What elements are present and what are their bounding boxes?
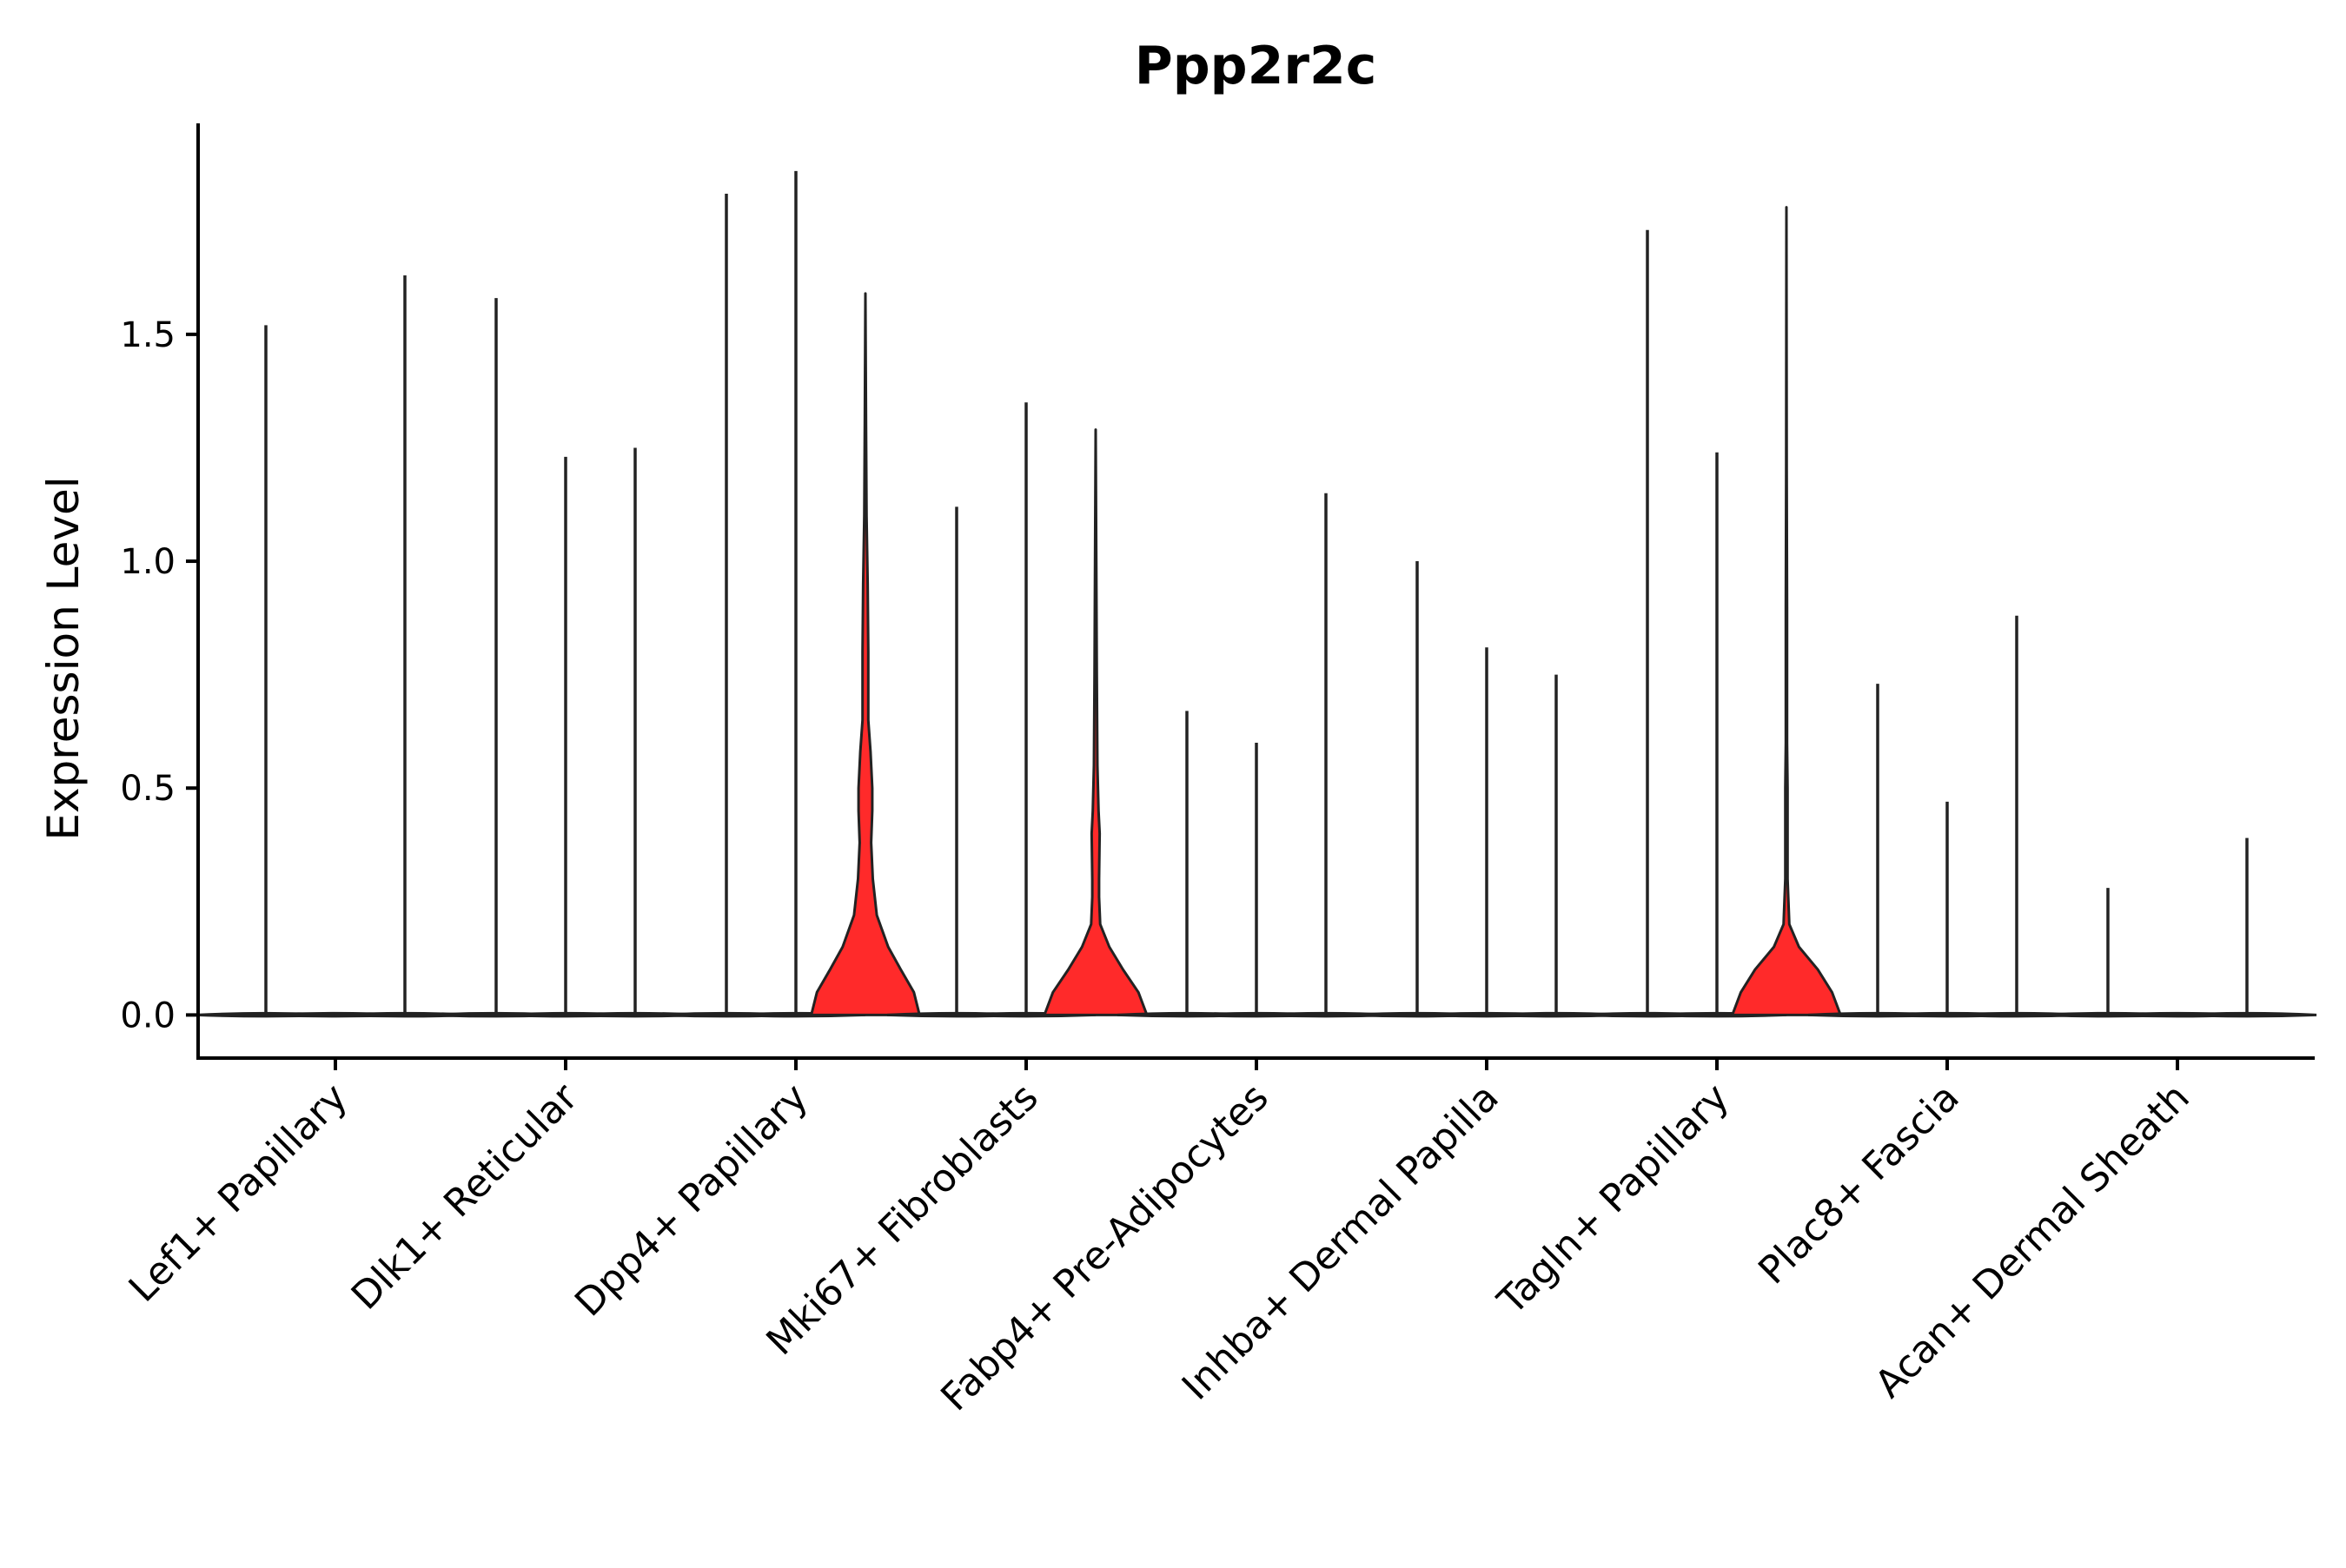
category-label: Dpp4+ Papillary xyxy=(567,1075,817,1326)
violin-group xyxy=(1117,493,1396,1018)
category-label: Plac8+ Fascia xyxy=(1750,1075,1968,1293)
violins xyxy=(196,170,2317,1018)
category-label: Lef1+ Papillary xyxy=(121,1075,356,1311)
violin-group xyxy=(2038,837,2317,1018)
category-label: Dlk1+ Reticular xyxy=(343,1075,587,1319)
violin-group xyxy=(656,170,921,1018)
y-tick-label: 1.0 xyxy=(120,542,176,582)
violin-group xyxy=(1807,615,2087,1018)
violin-group xyxy=(426,298,706,1018)
violin-group xyxy=(886,402,1149,1018)
violin-group xyxy=(1347,561,1627,1018)
violin-filled xyxy=(810,292,921,1016)
y-axis-ticks: 0.0 0.5 1.0 1.5 xyxy=(120,315,198,1035)
y-tick-label: 0.0 xyxy=(120,996,176,1035)
category-label: Tagln+ Papillary xyxy=(1489,1075,1738,1324)
chart-title: Ppp2r2c xyxy=(1135,36,1377,96)
axes xyxy=(196,123,2315,1060)
violin-filled xyxy=(1731,206,1842,1016)
y-tick-label: 0.5 xyxy=(120,769,176,809)
violin-filled xyxy=(1043,428,1149,1016)
y-tick-label: 1.5 xyxy=(120,315,176,355)
violin-group xyxy=(1577,206,1842,1018)
violin-group xyxy=(196,275,475,1018)
y-axis-label: Expression Level xyxy=(38,476,89,840)
